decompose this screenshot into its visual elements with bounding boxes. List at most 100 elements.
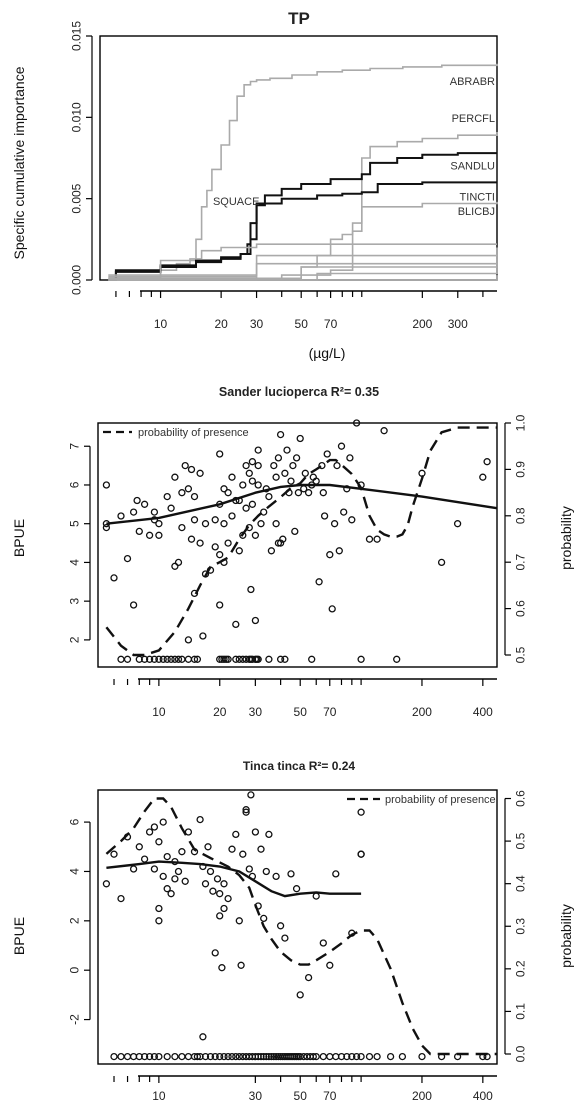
panel2-left-tick-label: 2 [67, 636, 81, 643]
panel2-data-point [190, 655, 199, 663]
panel3-data-point [228, 1052, 236, 1061]
panel2-data-point [171, 655, 179, 663]
panel2-data-point [187, 535, 196, 543]
panel3-data-point [159, 818, 167, 826]
panel2-data-point [248, 477, 257, 485]
panel2-probability-line [105, 426, 497, 657]
panel3-x-tick-label: 70 [323, 1089, 337, 1103]
panel2-data-point [479, 473, 487, 481]
panel3-data-point [237, 961, 245, 969]
panel3-legend-label: probability of presence [385, 794, 496, 806]
panel2-data-point [274, 454, 283, 462]
panel3-data-point [304, 973, 313, 982]
panel2-data-point [150, 508, 159, 516]
series-label-sandlu: SANDLU [450, 160, 495, 172]
panel1-ylabel: Specific cumulative importance [11, 66, 27, 259]
panel3-data-point [163, 852, 171, 861]
panel2-data-point [181, 461, 189, 470]
panel2-data-point [140, 655, 149, 663]
panel2-data-point [216, 601, 224, 609]
panel3-data-point [140, 855, 149, 863]
panel2-data-point [224, 655, 232, 663]
panel3-data-point [171, 875, 179, 883]
panel3-data-point [204, 843, 212, 851]
panel3-data-point [211, 949, 219, 957]
panel3-data-point [167, 890, 175, 898]
panel3-data-point [235, 917, 243, 925]
panel2-data-point [335, 547, 343, 555]
panel2-data-point [184, 655, 193, 663]
panel2-left-tick-label: 6 [67, 481, 81, 488]
panel3-data-point [171, 1052, 179, 1061]
panel2-data-point [274, 539, 283, 547]
panel2-data-point [211, 543, 219, 551]
panel1-left-tick-label: 0.000 [69, 265, 83, 295]
panel2-data-point [159, 655, 167, 663]
panel2-data-point [289, 461, 297, 470]
panel3-data-point [117, 894, 125, 903]
panel2-data-point [254, 481, 262, 489]
panel2-data-point [281, 469, 289, 477]
panel3-right-tick-label: 0.1 [514, 1003, 528, 1020]
series-line-tincti [108, 181, 497, 281]
panel3-data-point [174, 867, 183, 876]
panel2-data-point [224, 489, 232, 497]
series-label-squace: SQUACE [213, 196, 259, 208]
panel2-data-point [254, 655, 262, 663]
panel3-data-point [184, 1052, 193, 1061]
series-line-abrabr [108, 63, 498, 280]
panel3-data-point [309, 1052, 317, 1061]
panel2-data-point [242, 461, 250, 470]
panel3-data-point [352, 1052, 361, 1061]
panel2-data-point [333, 461, 341, 470]
panel2-data-point [301, 469, 309, 477]
panel3-right-tick-label: 0.4 [514, 875, 528, 892]
panel2-data-point [242, 504, 250, 512]
panel1-x-tick-label: 10 [154, 317, 168, 331]
panel2-data-point [216, 450, 224, 458]
panel2-data-point [308, 655, 316, 663]
panel3-data-point [216, 1052, 224, 1061]
panel1-x-tick-label: 20 [214, 317, 228, 331]
panel2-data-point [155, 655, 163, 663]
panel2-title: Sander lucioperca R²= 0.35 [219, 385, 379, 399]
panel3-data-point [135, 843, 143, 851]
panel3-left-tick-label: 2 [67, 917, 81, 924]
panel3-data-point [178, 1052, 186, 1061]
panel2-data-point [265, 492, 273, 501]
panel2-right-tick-label: 0.7 [514, 554, 528, 571]
panel2-data-point [287, 477, 295, 485]
panel3-data-point [155, 904, 163, 913]
panel2-data-point [199, 632, 207, 640]
panel3-data-point [262, 1052, 270, 1061]
panel3-left-tick-label: -2 [67, 1014, 81, 1025]
panel3-bpue-fit-line [106, 860, 362, 898]
panel3-data-point [257, 845, 265, 853]
panel2-data-point [292, 454, 301, 462]
panel2-data-point [174, 655, 183, 663]
panel2-data-point [291, 527, 299, 536]
panel3-data-point [251, 828, 260, 836]
panel3-data-point [265, 830, 273, 839]
panel3-data-point [373, 1052, 381, 1061]
panel2-data-point [102, 481, 111, 489]
panel2-data-point [380, 427, 388, 435]
panel3-data-point [220, 904, 228, 913]
panel2-data-point [163, 492, 171, 501]
panel3-data-point [398, 1052, 407, 1061]
panel3-data-point [163, 885, 171, 893]
panel3-data-point [296, 991, 304, 999]
panel2-data-point [320, 512, 329, 520]
panel3-data-point [260, 1052, 268, 1061]
panel2-data-point [196, 539, 204, 547]
panel2-data-point [348, 516, 356, 524]
series-label-percfl: PERCFL [452, 113, 495, 125]
panel3-data-point [206, 867, 215, 876]
panel3-data-point [218, 964, 226, 972]
panel3-data-point [262, 867, 270, 876]
panel2-data-point [254, 461, 262, 470]
series-line-unlabeled [108, 258, 498, 280]
panel3-data-point [357, 850, 365, 858]
panel2-data-point [254, 446, 262, 454]
panel3-data-point [155, 1052, 163, 1061]
